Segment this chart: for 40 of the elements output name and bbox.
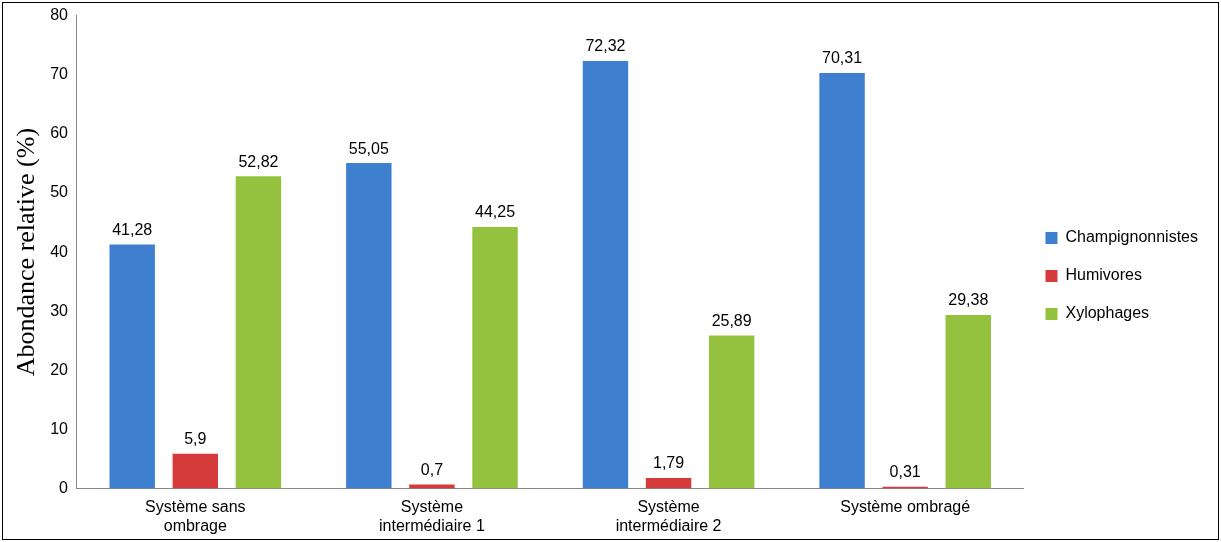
data-label: 44,25 (475, 203, 516, 221)
data-label: 72,32 (585, 37, 626, 55)
data-label: 0,7 (420, 460, 444, 478)
data-label: 41,28 (112, 220, 153, 238)
y-tick-label: 40 (50, 242, 69, 260)
data-label: 25,89 (711, 311, 752, 329)
bar (708, 335, 755, 489)
y-tick-label: 60 (50, 124, 69, 142)
bar (409, 484, 455, 489)
legend-label: Xylophages (1065, 304, 1150, 322)
data-label: 0,31 (889, 463, 921, 481)
data-label: 1,79 (652, 454, 685, 472)
bar (172, 453, 219, 489)
data-label: 55,05 (348, 139, 389, 157)
y-tick-label: 80 (50, 6, 69, 24)
bar (945, 314, 991, 489)
y-tick-label: 50 (50, 183, 69, 201)
bar (582, 61, 629, 489)
y-tick-label: 30 (50, 301, 69, 319)
y-tick-label: 10 (50, 419, 69, 437)
y-tick-label: 20 (50, 360, 69, 378)
x-tick-label: Système intermédiaire 1 (379, 497, 485, 534)
bar (819, 72, 865, 489)
legend-label: Humivores (1065, 266, 1142, 284)
bar (346, 163, 392, 489)
y-tick-label: 0 (59, 479, 69, 497)
bar (109, 244, 155, 489)
data-label: 70,31 (822, 49, 863, 67)
data-label: 5,9 (184, 430, 207, 448)
y-axis-title: Abondance relative (%) (11, 127, 41, 377)
data-label: 29,38 (948, 291, 989, 309)
bar (645, 478, 692, 489)
x-tick-label: Système ombragé (840, 497, 971, 515)
bar (235, 176, 282, 489)
bar (472, 226, 518, 489)
legend-label: Champignonnistes (1065, 228, 1199, 246)
y-tick-label: 70 (50, 65, 69, 83)
x-tick-label: Système intermédiaire 2 (615, 497, 722, 534)
data-label: 52,82 (238, 152, 279, 170)
x-tick-label: Système sans ombrage (145, 497, 246, 534)
